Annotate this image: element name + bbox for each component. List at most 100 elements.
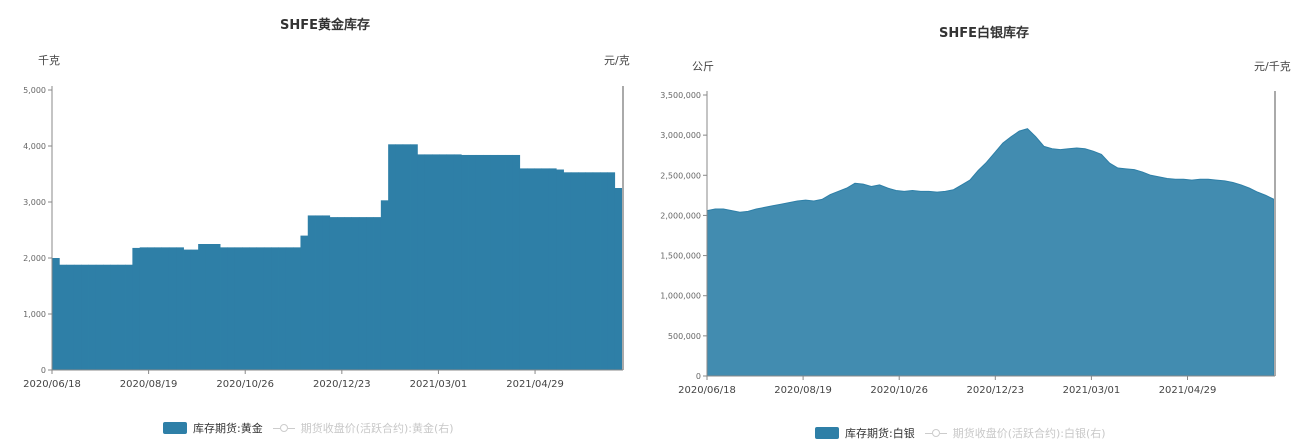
bar — [81, 264, 89, 370]
y-tick-label: 3,500,000 — [660, 91, 701, 100]
bar — [307, 215, 316, 370]
legend-series-inventory[interactable]: 库存期货:白银 — [845, 427, 915, 440]
bar — [410, 144, 418, 370]
bar — [512, 154, 521, 370]
area-series — [706, 128, 1275, 377]
bar — [263, 247, 272, 370]
bar — [432, 154, 440, 370]
legend-line-marker — [924, 429, 947, 437]
x-tick-label: 2020/12/23 — [313, 379, 371, 390]
silver-plot-area: 0 500,000 1,000,000 1,500,000 2,000,000 2,500… — [660, 91, 1276, 396]
bar — [322, 215, 331, 370]
x-tick-label: 2021/04/29 — [1159, 385, 1217, 396]
x-tick-label: 2020/12/23 — [966, 385, 1024, 396]
y-tick-label: 0 — [41, 366, 46, 375]
bar — [439, 154, 448, 370]
bar — [125, 264, 133, 370]
bar — [300, 235, 309, 370]
x-tick-label: 2020/08/19 — [120, 379, 178, 390]
bar — [161, 247, 170, 370]
right-axis-unit: 元/千克 — [1254, 60, 1291, 73]
bar — [497, 154, 506, 370]
bar — [168, 247, 177, 370]
gold-plot-area: 0 1,000 2,000 3,000 4,000 5,000 2020/06/18 2020… — [23, 86, 624, 390]
legend-swatch — [163, 422, 187, 434]
bar — [198, 244, 206, 370]
y-tick-label: 1,500,000 — [660, 252, 701, 261]
bar — [417, 154, 426, 370]
x-tick-label: 2020/08/19 — [774, 385, 832, 396]
y-tick-label: 500,000 — [668, 332, 701, 341]
bar — [139, 247, 148, 370]
legend-series-price[interactable]: 期货收盘价(活跃合约):黄金(右) — [300, 422, 454, 435]
bar — [380, 200, 389, 370]
bar — [293, 247, 301, 370]
bar — [453, 154, 462, 370]
bar — [212, 244, 221, 370]
y-tick-label: 2,000 — [23, 254, 46, 263]
bar — [563, 172, 572, 370]
y-tick-label: 1,000,000 — [660, 292, 701, 301]
bar — [88, 264, 97, 370]
x-tick-label: 2020/06/18 — [23, 379, 81, 390]
bar — [527, 168, 535, 370]
bar — [519, 168, 528, 370]
chart-title: SHFE黄金库存 — [279, 18, 370, 33]
bar — [315, 215, 323, 370]
bar — [351, 217, 360, 370]
bar — [556, 169, 564, 370]
bar — [66, 264, 75, 370]
bar — [220, 247, 228, 370]
legend-series-price[interactable]: 期货收盘价(活跃合约):白银(右) — [952, 427, 1106, 440]
bar — [227, 247, 236, 370]
bar — [614, 188, 623, 370]
bar — [548, 168, 557, 370]
bar — [483, 154, 491, 370]
bar — [424, 154, 433, 370]
bar — [475, 154, 484, 370]
bar — [249, 247, 258, 370]
bar — [278, 247, 287, 370]
bar — [337, 217, 345, 370]
bar — [585, 172, 594, 370]
left-axis-unit: 千克 — [38, 54, 60, 67]
bar — [402, 144, 411, 370]
bar — [329, 217, 338, 370]
bar — [578, 172, 586, 370]
bar — [73, 264, 82, 370]
bar — [95, 264, 104, 370]
x-tick-label: 2021/04/29 — [506, 379, 564, 390]
legend: 库存期货:黄金 期货收盘价(活跃合约):黄金(右) — [163, 420, 454, 436]
bar — [534, 168, 543, 370]
bar — [132, 247, 141, 370]
bar — [103, 264, 111, 370]
bar — [344, 217, 353, 370]
bar — [256, 247, 265, 370]
bar — [176, 247, 184, 370]
x-tick-label: 2021/03/01 — [410, 379, 468, 390]
bar — [366, 217, 374, 370]
bar — [242, 247, 250, 370]
bar — [234, 247, 243, 370]
y-tick-label: 1,000 — [23, 310, 46, 319]
y-tick-label: 4,000 — [23, 142, 46, 151]
y-tick-label: 0 — [696, 372, 701, 381]
bar — [461, 154, 469, 370]
silver-inventory-chart: SHFE白银库存 公斤 元/千克 0 500,000 1,000,000 1,500,… — [655, 0, 1313, 441]
legend: 库存期货:白银 期货收盘价(活跃合约):白银(右) — [815, 425, 1106, 441]
bar — [490, 154, 499, 370]
legend-series-inventory[interactable]: 库存期货:黄金 — [193, 422, 263, 435]
bar — [541, 168, 550, 370]
y-tick-label: 2,500,000 — [660, 171, 701, 180]
bar — [285, 247, 294, 370]
y-tick-label: 3,000,000 — [660, 131, 701, 140]
bar — [505, 154, 513, 370]
left-axis-unit: 公斤 — [692, 60, 714, 73]
legend-swatch — [815, 427, 839, 439]
bar — [570, 172, 579, 370]
gold-inventory-chart: SHFE黄金库存 千克 元/克 0 1,000 2,000 3,000 4,000 5,0… — [0, 0, 650, 441]
bar — [600, 172, 608, 370]
chart-title: SHFE白银库存 — [938, 26, 1029, 41]
bar — [607, 172, 616, 370]
bar — [147, 247, 155, 370]
